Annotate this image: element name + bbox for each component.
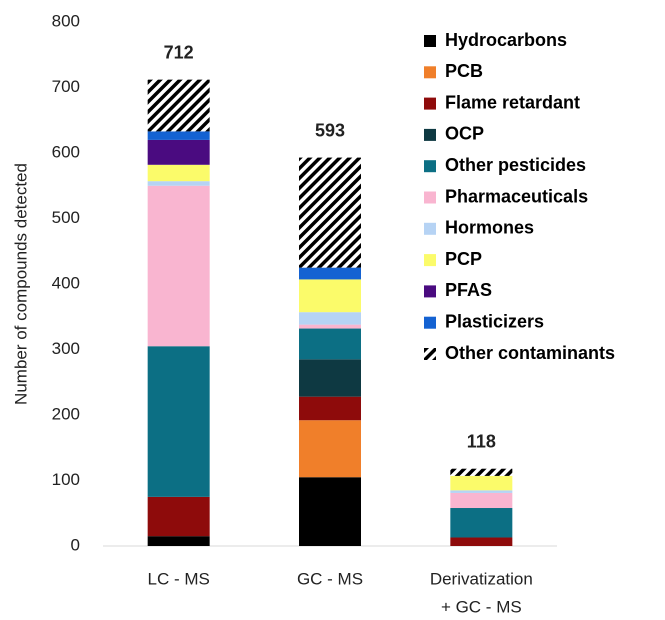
y-tick-label: 100 <box>52 470 80 489</box>
legend-label: Flame retardant <box>445 92 580 112</box>
legend-label: PCB <box>445 61 483 81</box>
y-tick-label: 500 <box>52 208 80 227</box>
x-tick-label: GC - MS <box>297 569 363 588</box>
y-tick-label: 400 <box>52 273 80 292</box>
bar-segment <box>299 328 361 360</box>
legend-swatch <box>424 316 436 329</box>
bar-segment <box>147 185 210 347</box>
x-tick-label: LC - MS <box>147 569 209 588</box>
legend-label: PFAS <box>445 280 492 300</box>
legend-label: Plasticizers <box>445 311 544 331</box>
legend-swatch <box>424 66 436 79</box>
legend-label: Hydrocarbons <box>445 30 567 50</box>
legend-swatch <box>424 35 436 47</box>
y-tick-label: 600 <box>52 142 80 161</box>
legend-label: OCP <box>445 124 484 144</box>
legend-swatch <box>424 97 436 110</box>
legend-swatch <box>424 254 436 267</box>
bar-segment <box>299 267 361 280</box>
bar-segment <box>299 359 361 397</box>
legend-swatch <box>424 191 436 204</box>
legend-label: Hormones <box>445 218 534 238</box>
bar-segment <box>299 324 361 329</box>
bar-segment <box>299 420 361 478</box>
total-label: 712 <box>164 42 194 62</box>
y-axis-label: Number of compounds detected <box>11 163 30 405</box>
y-tick-label: 300 <box>52 339 80 358</box>
legend-swatch <box>424 128 436 141</box>
legend-label: Other contaminants <box>445 343 615 363</box>
legend-label: PCP <box>445 249 482 269</box>
bar-segment <box>147 131 210 140</box>
legend-swatch <box>424 222 436 235</box>
y-tick-label: 800 <box>52 11 80 30</box>
bar-segment <box>147 346 210 497</box>
legend-swatch <box>424 285 436 298</box>
bar-segment <box>147 164 210 182</box>
y-tick-label: 700 <box>52 77 80 96</box>
legend-swatch <box>424 160 436 173</box>
x-tick-label: + GC - MS <box>441 597 522 616</box>
bar-segment <box>450 537 513 546</box>
y-tick-label: 0 <box>71 535 80 554</box>
bar-segment <box>147 139 210 165</box>
total-label: 593 <box>315 120 345 140</box>
legend-label: Pharmaceuticals <box>445 186 588 206</box>
bar-segment <box>450 492 513 509</box>
legend-background <box>398 20 665 372</box>
y-tick-label: 200 <box>52 404 80 423</box>
bar-segment <box>450 475 513 491</box>
bar-segment <box>450 468 513 476</box>
bar-segment <box>299 477 361 546</box>
x-tick-label: Derivatization <box>430 569 533 588</box>
bar-segment <box>299 312 361 325</box>
bar-segment <box>299 396 361 421</box>
bar-segment <box>299 157 361 268</box>
legend-swatch <box>424 348 436 360</box>
bar-segment <box>450 490 513 493</box>
bar-segment <box>450 508 513 538</box>
legend-label: Other pesticides <box>445 155 586 175</box>
bar-segment <box>147 536 210 546</box>
bar-segment <box>299 279 361 313</box>
bar-segment <box>147 79 210 132</box>
bar-segment <box>147 181 210 186</box>
total-label: 118 <box>467 431 496 451</box>
bar-segment <box>147 496 210 537</box>
